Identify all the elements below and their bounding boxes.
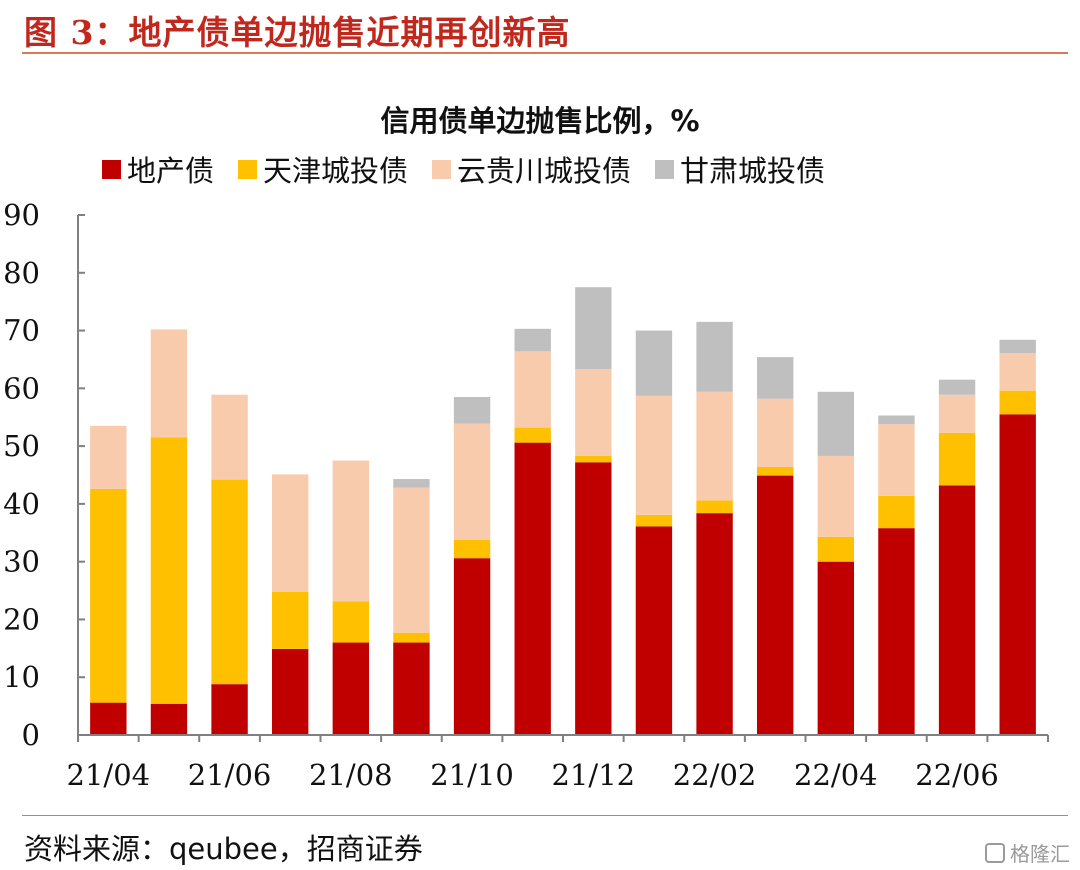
y-tick-label-90: 90 [3, 198, 40, 232]
bar-21-09-series-0 [393, 642, 430, 735]
bar-21-10-series-0 [453, 558, 491, 735]
bar-21-09-series-1 [393, 632, 430, 643]
bar-21-11-series-0 [514, 442, 551, 735]
bar-22-04-series-1 [817, 536, 855, 562]
x-tick-label-21-10: 21/10 [430, 758, 514, 792]
x-tick-label-22-02: 22/02 [673, 758, 757, 792]
bar-21-09-series-2 [393, 487, 430, 633]
y-tick-label-10: 10 [3, 660, 40, 694]
bar-22-01-series-3 [635, 330, 673, 396]
footer-rule [22, 815, 1068, 816]
bar-22-02-series-2 [696, 391, 733, 501]
figure-title: 图 3：地产债单边抛售近期再创新高 [24, 13, 571, 52]
bar-22-05-series-3 [878, 415, 915, 425]
bar-21-05-series-2 [150, 329, 188, 438]
bar-22-06-series-0 [938, 485, 976, 735]
bar-22-05-series-2 [878, 424, 915, 496]
bar-22-01-series-1 [635, 514, 673, 527]
y-tick-label-40: 40 [3, 487, 40, 521]
legend-item-real-estate: 地产债 [102, 148, 214, 190]
bar-22-03-series-0 [757, 475, 794, 735]
legend-swatch-yunguichuan [432, 159, 452, 179]
bar-22-03-series-3 [757, 357, 794, 399]
bar-21-08-series-0 [332, 642, 370, 735]
legend-item-tianjin: 天津城投债 [238, 148, 408, 190]
bar-22-03-series-2 [757, 398, 794, 467]
bar-22-01-series-2 [635, 395, 673, 515]
legend: 地产债 天津城投债 云贵川城投债 甘肃城投债 [102, 148, 849, 190]
y-tick-label-0: 0 [22, 718, 40, 752]
watermark-logo-icon [985, 842, 1005, 863]
legend-label-yunguichuan: 云贵川城投债 [457, 154, 632, 188]
bar-21-04-series-0 [90, 702, 127, 735]
x-tick-label-21-04: 21/04 [67, 758, 151, 792]
x-tick-label-21-08: 21/08 [309, 758, 393, 792]
bar-22-01-series-0 [635, 526, 673, 735]
bar-22-07-series-2 [999, 353, 1036, 391]
bar-21-07-series-2 [272, 474, 309, 592]
bar-22-06-series-2 [938, 394, 976, 433]
legend-swatch-real-estate [102, 159, 121, 179]
bar-21-06-series-2 [211, 394, 248, 480]
bar-21-10-series-2 [453, 423, 491, 540]
bar-21-10-series-1 [453, 539, 491, 559]
bar-21-07-series-1 [272, 591, 309, 649]
bar-22-03-series-1 [757, 466, 794, 476]
bar-21-06-series-0 [211, 684, 248, 735]
bar-22-04-series-0 [817, 561, 855, 735]
bar-21-07-series-0 [272, 648, 309, 735]
y-tick-label-50: 50 [3, 429, 40, 463]
legend-swatch-tianjin [238, 159, 258, 179]
legend-label-real-estate: 地产债 [127, 154, 215, 188]
x-tick-label-21-06: 21/06 [188, 758, 272, 792]
bar-21-12-series-2 [575, 369, 612, 456]
bar-21-08-series-1 [332, 601, 370, 643]
legend-label-tianjin: 天津城投债 [263, 154, 409, 188]
source-note: 资料来源：qeubee，招商证券 [24, 832, 423, 866]
x-tick-label-22-04: 22/04 [794, 758, 878, 792]
bar-22-04-series-2 [817, 455, 855, 537]
bar-21-12-series-3 [575, 287, 612, 370]
bar-21-11-series-1 [514, 427, 551, 443]
header-rule [22, 52, 1068, 54]
bar-21-11-series-3 [514, 328, 551, 352]
x-tick-label-22-06: 22/06 [915, 758, 999, 792]
bar-21-09-series-3 [393, 479, 430, 488]
bar-21-04-series-2 [90, 425, 127, 489]
legend-item-gansu: 甘肃城投债 [655, 148, 825, 190]
bar-21-12-series-1 [575, 455, 612, 463]
bar-22-07-series-0 [999, 414, 1036, 735]
y-tick-label-60: 60 [3, 371, 40, 405]
legend-swatch-gansu [655, 159, 675, 179]
bar-21-04-series-1 [90, 488, 127, 703]
bar-22-02-series-1 [696, 500, 733, 514]
bar-21-06-series-1 [211, 479, 248, 685]
bar-22-04-series-3 [817, 391, 855, 456]
bar-22-07-series-3 [999, 339, 1036, 354]
chart-title: 信用债单边抛售比例，% [380, 104, 700, 138]
bar-22-05-series-0 [878, 528, 915, 735]
y-tick-label-20: 20 [3, 602, 40, 636]
bar-21-05-series-0 [150, 703, 188, 735]
legend-item-yunguichuan: 云贵川城投债 [432, 148, 631, 190]
bar-22-06-series-1 [938, 432, 976, 486]
bar-22-02-series-0 [696, 513, 733, 735]
bar-21-08-series-2 [332, 460, 370, 602]
y-tick-label-80: 80 [3, 256, 40, 290]
y-tick-label-30: 30 [3, 545, 40, 579]
bar-21-11-series-2 [514, 351, 551, 428]
y-tick-label-70: 70 [3, 314, 40, 348]
bar-21-10-series-3 [453, 397, 491, 424]
bar-22-07-series-1 [999, 390, 1036, 415]
bar-22-06-series-3 [938, 379, 976, 395]
x-tick-label-21-12: 21/12 [552, 758, 636, 792]
bar-22-05-series-1 [878, 495, 915, 529]
bar-22-02-series-3 [696, 321, 733, 392]
watermark-text: 格隆汇 [1010, 842, 1070, 866]
bar-21-12-series-0 [575, 462, 612, 735]
legend-label-gansu: 甘肃城投债 [680, 154, 826, 188]
watermark: 格隆汇 [985, 838, 1070, 867]
bar-21-05-series-1 [150, 437, 188, 704]
